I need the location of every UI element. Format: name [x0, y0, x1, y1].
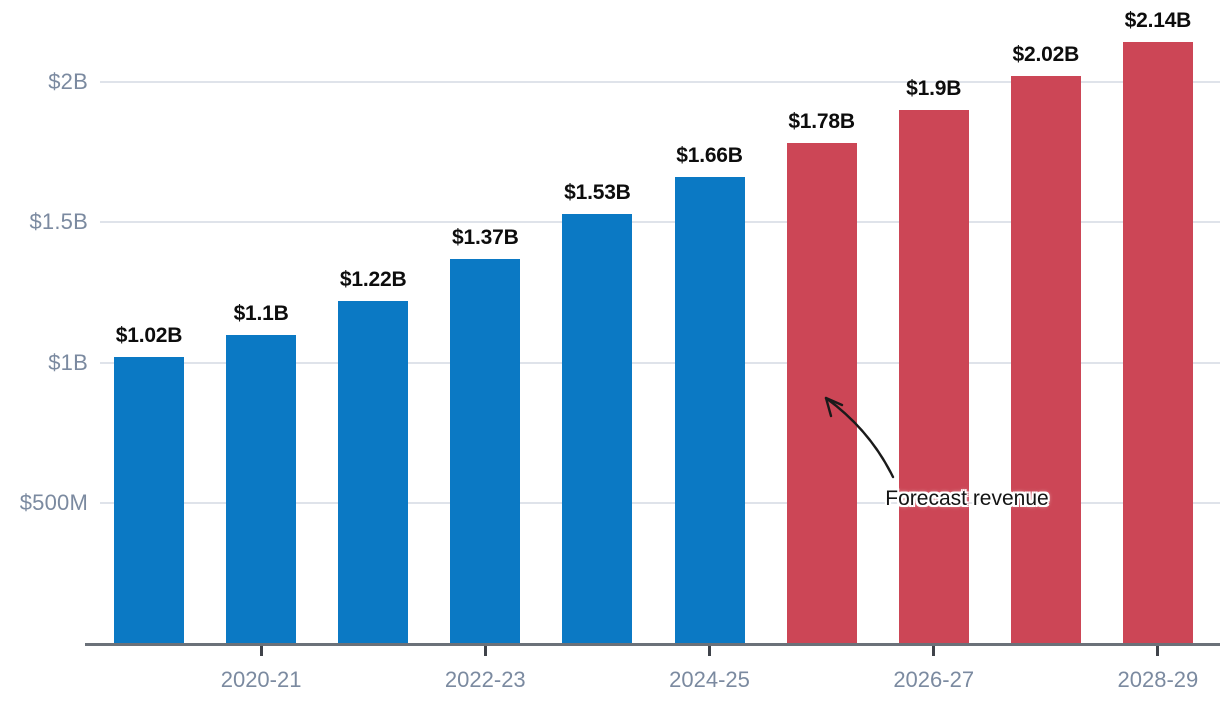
x-axis-tick-mark — [259, 646, 263, 656]
bar — [114, 357, 184, 644]
x-axis-tick-mark — [708, 646, 711, 656]
gridline — [100, 361, 1220, 364]
y-axis-tick-label: $1B — [48, 349, 88, 375]
bar-value-label: $1.02B — [115, 324, 183, 348]
bar — [450, 258, 521, 644]
x-axis-tick-mark — [1156, 646, 1160, 656]
bar-value-label: $2.14B — [1124, 9, 1192, 33]
x-axis-tick-mark — [483, 646, 487, 656]
bar-value-label: $1.1B — [233, 301, 289, 325]
x-axis-tick-label: 2026-27 — [893, 667, 975, 692]
bar-value-label: $1.66B — [676, 144, 743, 168]
bar — [898, 109, 969, 644]
bar-value-label: $1.53B — [564, 180, 631, 204]
bar — [562, 213, 633, 644]
bar — [1010, 75, 1081, 644]
bar-value-label: $1.78B — [788, 110, 855, 134]
x-axis-tick-label: 2024-25 — [669, 667, 750, 692]
y-axis-tick-label: $2B — [48, 68, 88, 94]
x-axis-tick-label: 2022-23 — [444, 667, 526, 692]
x-axis-line — [85, 643, 1220, 646]
bar — [226, 334, 297, 644]
bar — [786, 143, 857, 644]
gridline — [100, 80, 1220, 83]
x-axis-tick-label: 2020-21 — [220, 667, 302, 692]
bar-value-label: $1.37B — [452, 225, 519, 249]
y-axis-tick-label: $500M — [19, 490, 88, 516]
forecast-annotation-label: Forecast revenue — [885, 487, 1049, 510]
bar — [1122, 42, 1193, 644]
bar-value-label: $1.9B — [906, 76, 962, 100]
bar-value-label: $1.22B — [339, 267, 407, 291]
bar-value-label: $2.02B — [1012, 42, 1080, 66]
gridline — [100, 502, 1220, 505]
x-axis-tick-label: 2028-29 — [1117, 667, 1199, 692]
bar — [674, 177, 745, 644]
x-axis-tick-mark — [932, 646, 936, 656]
bar — [338, 300, 409, 644]
y-axis-tick-label: $1.5B — [29, 209, 88, 235]
gridline — [100, 221, 1220, 224]
